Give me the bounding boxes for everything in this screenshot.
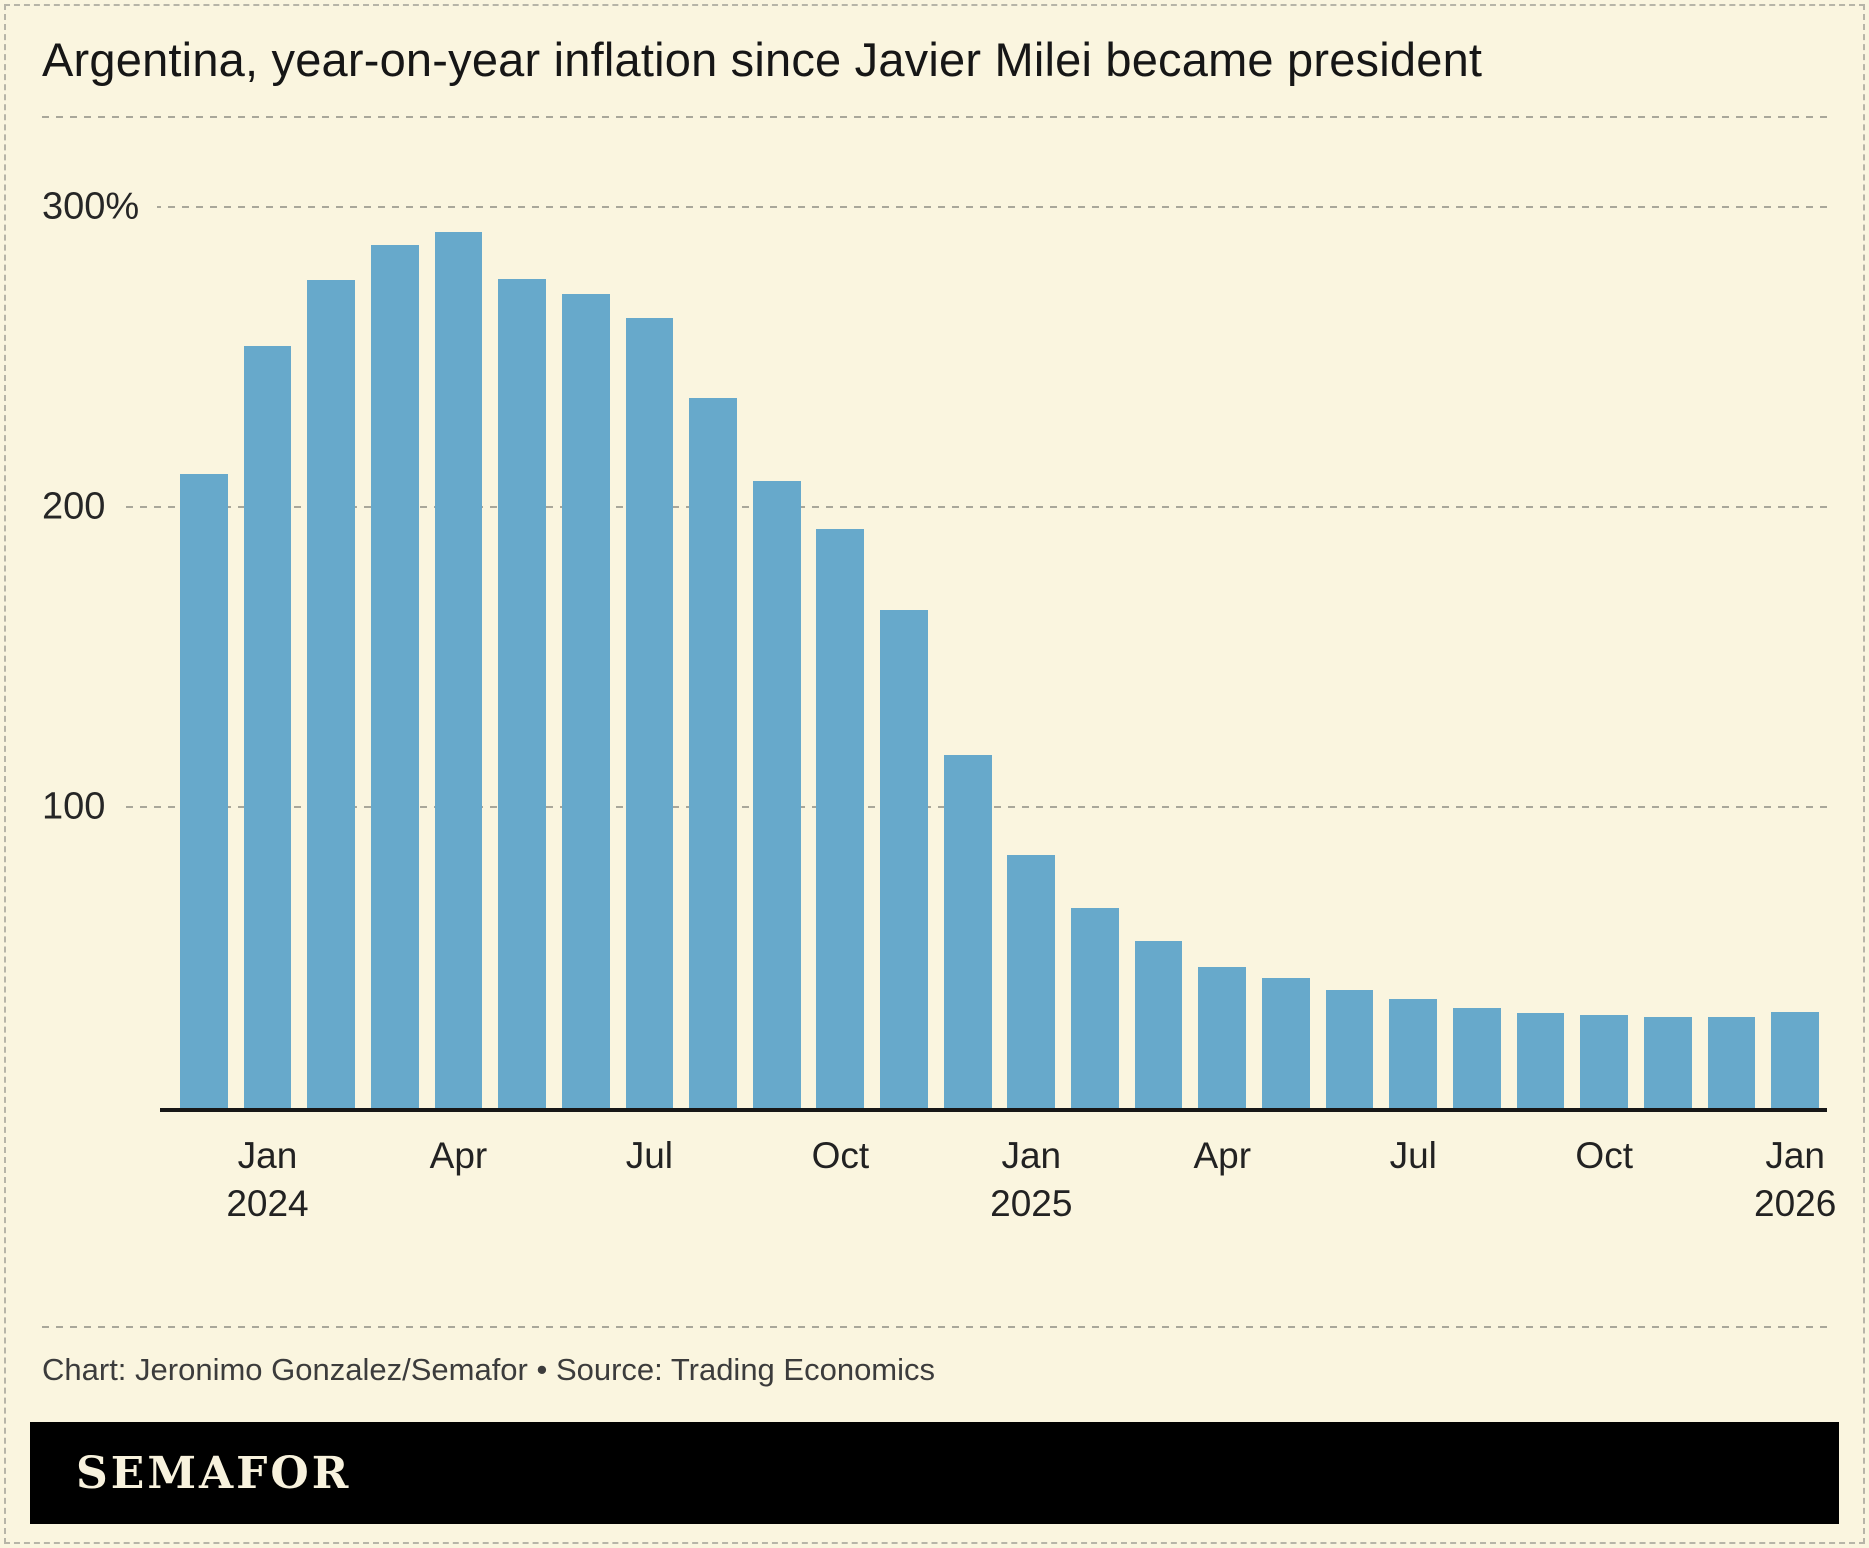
bar-jan-2025 xyxy=(1007,854,1056,1109)
gridline-100: 100 xyxy=(42,785,1827,829)
x-axis-label-oct: Oct xyxy=(811,1135,870,1177)
footer-divider xyxy=(42,1326,1827,1329)
gridline-300: 300% xyxy=(42,185,1827,229)
bar-may-2024 xyxy=(498,279,546,1109)
x-axis-label-apr: Apr xyxy=(429,1135,488,1177)
bar-feb-2024 xyxy=(307,279,355,1109)
x-axis-label-oct: Oct xyxy=(1575,1135,1633,1177)
bar-mar-2024 xyxy=(370,244,419,1109)
bar-sep-2025 xyxy=(1516,1013,1565,1109)
bar-apr-2024 xyxy=(434,231,483,1109)
bar-jul-2024 xyxy=(625,318,674,1109)
y-axis-label-300: 300% xyxy=(42,185,158,229)
semafor-wordmark: SEMAFOR xyxy=(76,1447,352,1499)
chart-title: Argentina, year-on-year inflation since … xyxy=(42,33,1483,86)
bar-chart-plot-area: 100 200 300% xyxy=(42,118,1827,1109)
bar-mar-2025 xyxy=(1134,940,1183,1109)
bar-aug-2024 xyxy=(689,398,737,1109)
credit-line: Chart: Jeronimo Gonzalez/Semafor • Sourc… xyxy=(42,1352,936,1388)
bars-layer xyxy=(172,118,1827,1109)
bar-jul-2025 xyxy=(1389,998,1438,1109)
header-divider xyxy=(42,116,1827,119)
bar-jun-2024 xyxy=(561,293,610,1109)
x-axis-label-jul: Jul xyxy=(625,1135,674,1177)
semafor-logo-bar: SEMAFOR xyxy=(30,1422,1839,1525)
bar-aug-2025 xyxy=(1453,1007,1501,1109)
y-axis-label-100: 100 xyxy=(42,785,124,829)
bar-dec-2025 xyxy=(1707,1017,1756,1109)
bar-nov-2024 xyxy=(880,610,928,1109)
bar-apr-2025 xyxy=(1198,966,1247,1109)
x-axis-label-apr: Apr xyxy=(1193,1135,1252,1177)
bar-nov-2025 xyxy=(1643,1016,1692,1109)
bar-sep-2024 xyxy=(752,481,801,1109)
bar-oct-2025 xyxy=(1580,1014,1629,1109)
bar-jan-2024 xyxy=(243,345,292,1109)
bar-feb-2025 xyxy=(1071,907,1119,1109)
bar-dec-2023 xyxy=(179,474,228,1109)
bar-jan-2026 xyxy=(1771,1012,1820,1109)
bar-may-2025 xyxy=(1262,977,1310,1109)
x-axis-label-jul: Jul xyxy=(1389,1135,1437,1177)
bar-dec-2024 xyxy=(943,755,992,1109)
x-axis-label-jan-2025: Jan 2025 xyxy=(990,1135,1073,1225)
x-axis-baseline xyxy=(160,1108,1827,1113)
x-axis-labels: Jan 2024 Apr Jul Oct Jan 2025 Apr Jul Oct Jan 20… xyxy=(172,1112,1836,1244)
y-axis-label-200: 200 xyxy=(42,485,124,529)
bar-oct-2024 xyxy=(816,529,865,1109)
bar-jun-2025 xyxy=(1325,990,1374,1109)
x-axis-label-jan-2026: Jan 2026 xyxy=(1754,1135,1837,1225)
x-axis-label-jan-2024: Jan 2024 xyxy=(226,1135,309,1225)
gridline-200: 200 xyxy=(42,485,1827,529)
